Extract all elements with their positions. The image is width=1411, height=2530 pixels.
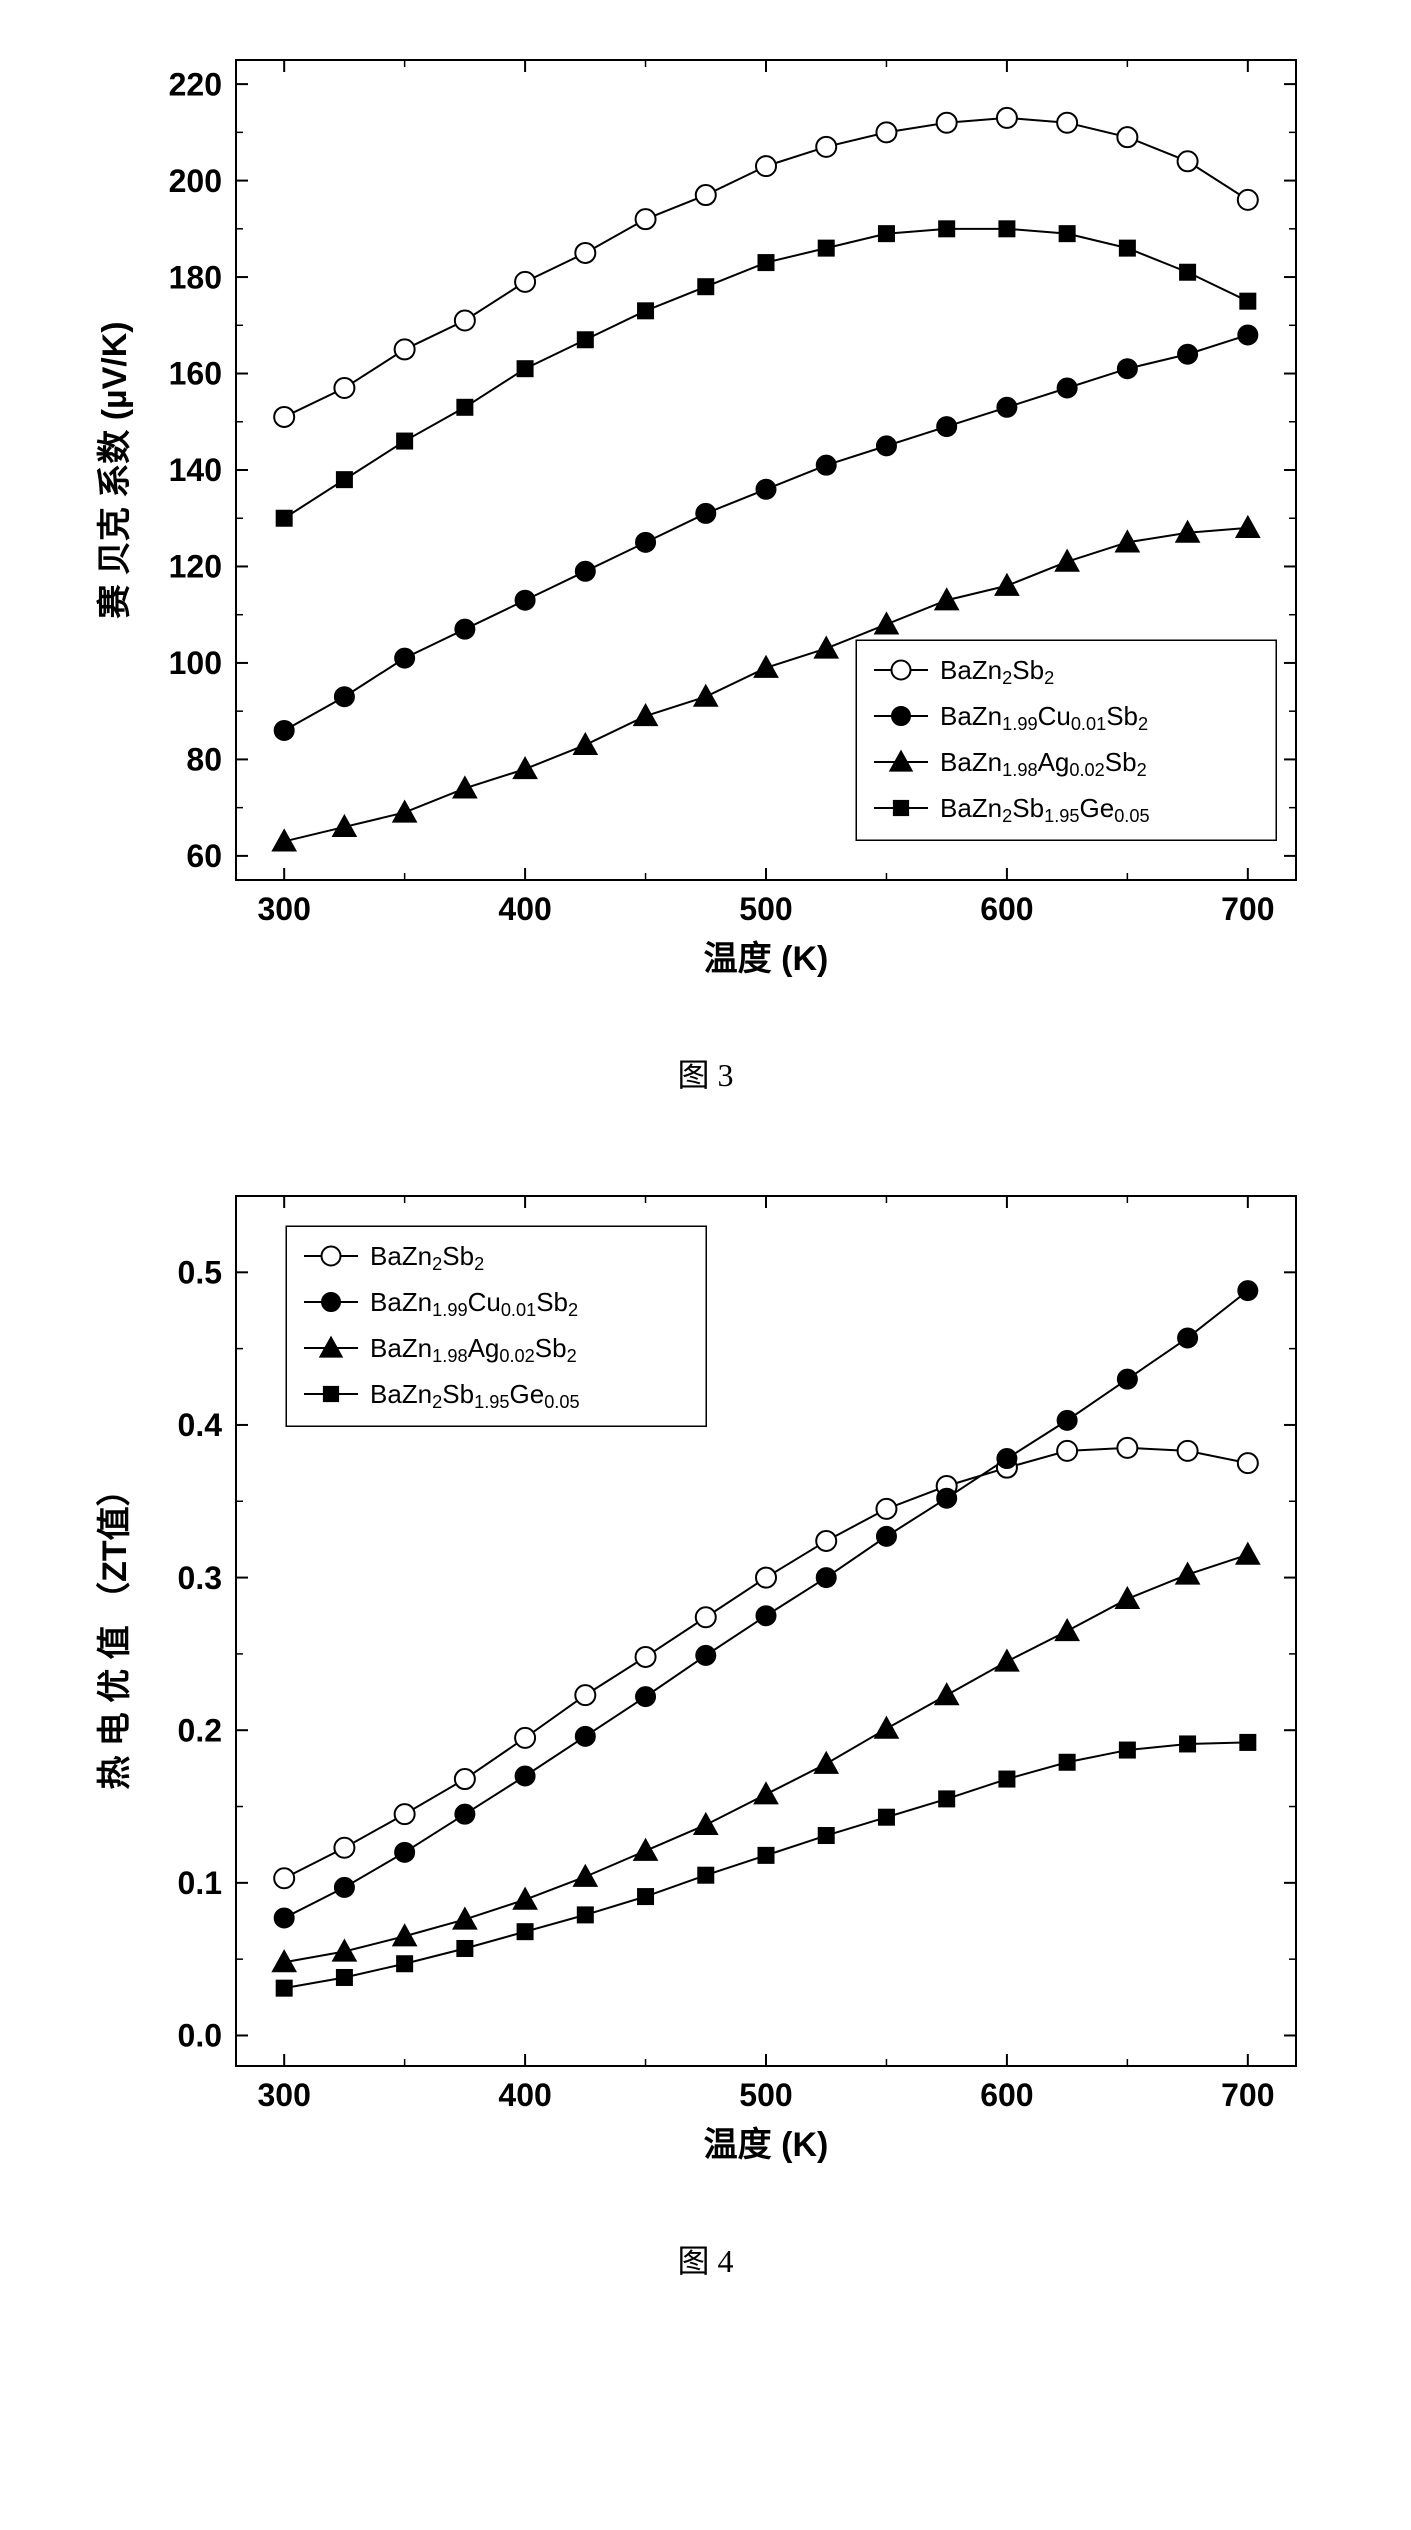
- svg-text:温度 (K): 温度 (K): [703, 940, 828, 978]
- svg-text:500: 500: [739, 2077, 792, 2113]
- svg-text:0.2: 0.2: [177, 1712, 221, 1748]
- svg-text:500: 500: [739, 891, 792, 927]
- svg-text:BaZn2Sb2: BaZn2Sb2: [370, 1241, 484, 1274]
- svg-text:0.1: 0.1: [177, 1865, 221, 1901]
- svg-text:400: 400: [498, 2077, 551, 2113]
- svg-text:200: 200: [168, 163, 221, 199]
- chart-1-wrapper: 300 400 500 600 700 60 80 100 120 140 160 180 200 220…: [56, 20, 1356, 1096]
- svg-text:0.0: 0.0: [177, 2018, 221, 2054]
- svg-text:700: 700: [1221, 2077, 1274, 2113]
- svg-text:700: 700: [1221, 891, 1274, 927]
- svg-text:BaZn2Sb2: BaZn2Sb2: [940, 655, 1054, 688]
- svg-text:600: 600: [980, 891, 1033, 927]
- svg-text:BaZn1.99Cu0.01Sb2: BaZn1.99Cu0.01Sb2: [370, 1287, 578, 1320]
- svg-text:300: 300: [257, 2077, 310, 2113]
- svg-text:60: 60: [186, 838, 222, 874]
- svg-text:BaZn1.99Cu0.01Sb2: BaZn1.99Cu0.01Sb2: [940, 701, 1148, 734]
- svg-text:160: 160: [168, 356, 221, 392]
- svg-text:0.5: 0.5: [177, 1255, 221, 1291]
- svg-text:BaZn1.98Ag0.02Sb2: BaZn1.98Ag0.02Sb2: [940, 747, 1147, 780]
- svg-text:120: 120: [168, 549, 221, 585]
- svg-text:180: 180: [168, 259, 221, 295]
- svg-text:热 电 优 值 （ZT值）: 热 电 优 值 （ZT值）: [95, 1472, 134, 1789]
- svg-text:80: 80: [186, 742, 222, 778]
- svg-text:BaZn1.98Ag0.02Sb2: BaZn1.98Ag0.02Sb2: [370, 1333, 577, 1366]
- svg-text:赛 贝克 系数 (µV/K): 赛 贝克 系数 (µV/K): [95, 321, 134, 618]
- chart-1-svg: 300 400 500 600 700 60 80 100 120 140 160 180 200 220…: [56, 20, 1356, 1020]
- chart-2-svg: 300 400 500 600 700 0.0 0.1 0.2 0.3 0.4 0.5 温度 (K) 热…: [56, 1156, 1356, 2206]
- svg-text:220: 220: [168, 66, 221, 102]
- chart-2-caption: 图 4: [677, 2236, 733, 2282]
- svg-text:400: 400: [498, 891, 551, 927]
- svg-text:600: 600: [980, 2077, 1033, 2113]
- svg-text:温度 (K): 温度 (K): [703, 2126, 828, 2164]
- svg-text:100: 100: [168, 645, 221, 681]
- svg-text:300: 300: [257, 891, 310, 927]
- svg-text:0.3: 0.3: [177, 1560, 221, 1596]
- svg-text:140: 140: [168, 452, 221, 488]
- chart-2-wrapper: 300 400 500 600 700 0.0 0.1 0.2 0.3 0.4 0.5 温度 (K) 热…: [56, 1156, 1356, 2282]
- svg-text:0.4: 0.4: [177, 1407, 222, 1443]
- chart-1-caption: 图 3: [677, 1050, 733, 1096]
